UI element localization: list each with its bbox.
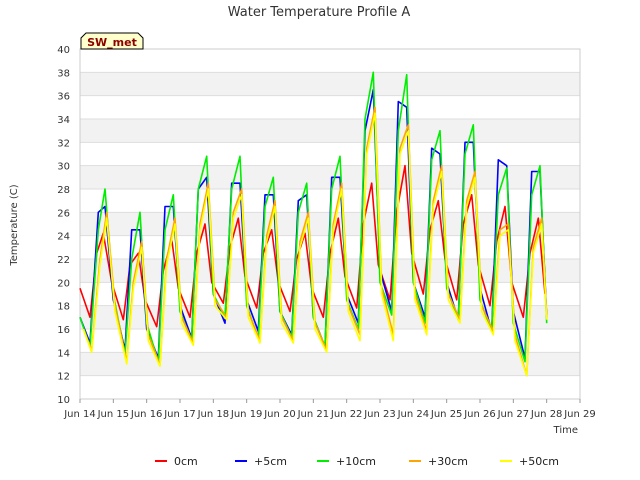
series-line-50cm — [82, 112, 548, 377]
plot-band — [80, 352, 580, 376]
x-tick-label: Jun 19 — [230, 409, 263, 420]
x-axis-title: Time — [553, 425, 578, 436]
plot-band — [80, 305, 580, 329]
y-tick-label: 26 — [57, 208, 70, 219]
y-tick-label: 10 — [57, 395, 70, 406]
plot-band — [80, 329, 580, 353]
x-tick-label: Jun 24 — [397, 409, 430, 420]
y-tick-label: 28 — [57, 185, 70, 196]
legend-label: +50cm — [519, 455, 559, 468]
x-tick-label: Jun 28 — [530, 409, 563, 420]
y-tick-label: 12 — [57, 372, 70, 383]
plot-frame — [79, 48, 581, 400]
x-tick-label: Jun 15 — [97, 409, 130, 420]
x-tick-label: Jun 29 — [563, 409, 596, 420]
station-badge: SW_met — [80, 32, 144, 50]
x-tick-label: Jun 27 — [497, 409, 530, 420]
y-tick-label: 38 — [57, 68, 70, 79]
y-tick-label: 16 — [57, 325, 70, 336]
x-tick-label: Jun 14 — [63, 409, 96, 420]
plot-band — [80, 142, 580, 166]
legend-label: 0cm — [174, 455, 198, 468]
x-tick-label: Jun 17 — [163, 409, 196, 420]
plot-band — [80, 165, 580, 189]
y-tick-label: 40 — [57, 45, 70, 56]
chart-title: Water Temperature Profile A — [228, 5, 411, 20]
legend-label: +5cm — [254, 455, 287, 468]
x-tick-label: Jun 22 — [330, 409, 363, 420]
x-tick-label: Jun 26 — [463, 409, 496, 420]
badge-label: SW_met — [87, 36, 137, 49]
x-axis-ticks: Jun 14 Jun 15 Jun 16 Jun 17 Jun 18 Jun 19 Jun … — [63, 399, 596, 420]
plot-band — [80, 119, 580, 143]
x-tick-label: Jun 16 — [130, 409, 163, 420]
badge-shape — [80, 32, 144, 50]
plot-band — [80, 375, 580, 399]
y-tick-label: 22 — [57, 255, 70, 266]
legend: 0cm +5cm +10cm +30cm +50cm — [155, 455, 559, 468]
plot-band — [80, 49, 580, 73]
series-line-10cm — [79, 71, 548, 363]
legend-label: +30cm — [428, 455, 468, 468]
series-lines — [79, 71, 548, 377]
y-tick-label: 14 — [57, 348, 70, 359]
y-tick-label: 18 — [57, 302, 70, 313]
y-tick-label: 24 — [57, 232, 70, 243]
x-tick-label: Jun 25 — [430, 409, 463, 420]
plot-band — [80, 259, 580, 283]
plot-band — [80, 72, 580, 96]
y-tick-label: 20 — [57, 278, 70, 289]
y-tick-label: 30 — [57, 162, 70, 173]
plot-band — [80, 95, 580, 119]
y-tick-label: 34 — [57, 115, 70, 126]
y-tick-label: 36 — [57, 92, 70, 103]
x-tick-label: Jun 18 — [197, 409, 230, 420]
legend-label: +10cm — [336, 455, 376, 468]
y-axis-ticks: 10 12 14 16 18 20 22 24 26 28 30 32 34 36 38 40 — [57, 45, 70, 406]
y-axis-title: Temperature (C) — [9, 184, 20, 266]
x-tick-label: Jun 23 — [363, 409, 396, 420]
x-tick-label: Jun 21 — [297, 409, 330, 420]
x-tick-label: Jun 20 — [263, 409, 296, 420]
y-tick-label: 32 — [57, 138, 70, 149]
